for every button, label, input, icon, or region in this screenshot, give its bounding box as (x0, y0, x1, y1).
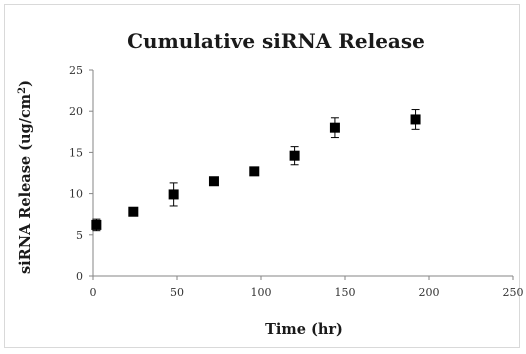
y-axis-title-main: siRNA Release (ug/cm (17, 93, 34, 274)
data-points (91, 109, 421, 232)
data-point (128, 206, 139, 217)
y-axis-title-superscript: 2 (17, 87, 28, 94)
data-point (249, 166, 260, 177)
chart-title: Cumulative siRNA Release (127, 29, 425, 53)
x-axis: 0 50 100 150 200 250 (90, 275, 524, 299)
y-tick-label: 5 (76, 229, 83, 242)
x-tick-label: 150 (335, 286, 356, 299)
data-point (289, 150, 300, 161)
data-point (329, 122, 340, 133)
y-tick-label: 15 (69, 146, 83, 159)
y-tick-label: 25 (69, 64, 83, 77)
x-axis-title: Time (hr) (265, 321, 343, 338)
data-point (168, 189, 179, 200)
x-tick-label: 0 (90, 286, 97, 299)
y-axis: 0 5 10 15 20 25 (69, 64, 94, 283)
x-tick-label: 200 (419, 286, 440, 299)
y-tick-label: 20 (69, 105, 83, 118)
x-tick-label: 50 (170, 286, 184, 299)
y-tick-label: 10 (69, 188, 83, 201)
x-tick-label: 250 (503, 286, 524, 299)
y-axis-title: siRNA Release (ug/cm2) (17, 80, 35, 274)
chart-frame (4, 4, 520, 348)
data-point (208, 176, 219, 187)
y-tick-label: 0 (76, 270, 83, 283)
data-point (410, 114, 421, 125)
data-point (91, 219, 102, 230)
y-axis-title-close: ) (17, 80, 34, 87)
x-tick-label: 100 (251, 286, 272, 299)
